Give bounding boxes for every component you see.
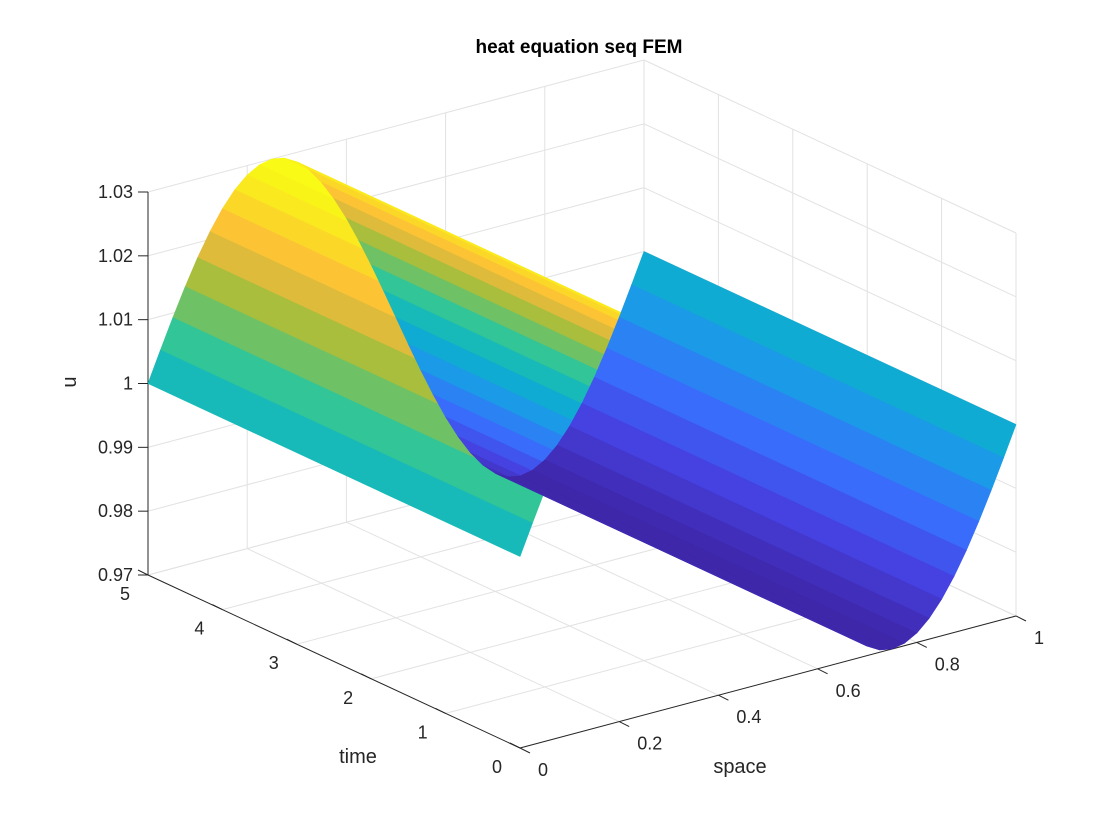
surface-strip: [506, 475, 894, 651]
x-tick-label: 0.4: [736, 707, 761, 727]
y-tick-label: 0: [492, 757, 502, 777]
surface-strip: [147, 349, 533, 557]
y-tick-label: 4: [194, 619, 204, 639]
z-tick-label: 0.98: [98, 501, 133, 521]
y-tick-mark: [137, 569, 149, 576]
x-axis-line: [519, 615, 1017, 749]
x-tick-mark: [519, 747, 531, 754]
y-tick-label: 1: [418, 722, 428, 742]
x-tick-mark: [817, 668, 828, 675]
z-tick-label: 1: [123, 374, 133, 394]
y-tick-mark: [286, 638, 298, 645]
y-axis-line: [147, 574, 521, 749]
x-tick-mark: [618, 721, 630, 728]
x-tick-label: 1: [1034, 628, 1044, 648]
grid-line-sidewall-z: [643, 187, 1017, 362]
x-tick-label: 0: [538, 760, 548, 780]
z-tick-label: 0.97: [98, 565, 133, 585]
y-tick-mark: [212, 604, 223, 611]
y-tick-label: 3: [269, 653, 279, 673]
z-tick-label: 1.01: [98, 310, 133, 330]
x-tick-mark: [718, 694, 729, 701]
y-tick-mark: [509, 742, 521, 749]
grid-line-backwall-z: [147, 59, 645, 193]
x-tick-mark: [916, 641, 928, 648]
z-tick-label: 0.99: [98, 437, 133, 457]
grid-line-sidewall-z: [643, 123, 1017, 298]
y-tick-mark: [360, 673, 372, 680]
grid-line-sidewall-z: [643, 59, 1017, 234]
x-axis-label: space: [713, 756, 766, 778]
y-tick-label: 2: [343, 688, 353, 708]
y-tick-mark: [435, 707, 446, 714]
y-axis-label: time: [339, 746, 377, 768]
y-tick-label: 5: [120, 584, 130, 604]
x-tick-label: 0.8: [935, 654, 960, 674]
z-tick-label: 1.03: [98, 182, 133, 202]
z-tick-label: 1.02: [98, 246, 133, 266]
x-tick-label: 0.2: [637, 734, 662, 754]
z-axis-label: u: [59, 376, 81, 387]
grid-line-floor-x: [346, 521, 719, 696]
ticks-layer: 0 0.2 0.4 0.6 0.8 1 0 1 2 3 4 50.97 0.98 0.99 1 1.01 1.0…: [98, 182, 1044, 780]
surface-layer: [147, 157, 1017, 651]
x-tick-label: 0.6: [836, 681, 861, 701]
grid-line-floor-x: [246, 548, 620, 723]
chart-title: heat equation seq FEM: [476, 37, 683, 58]
x-tick-mark: [1015, 615, 1027, 622]
